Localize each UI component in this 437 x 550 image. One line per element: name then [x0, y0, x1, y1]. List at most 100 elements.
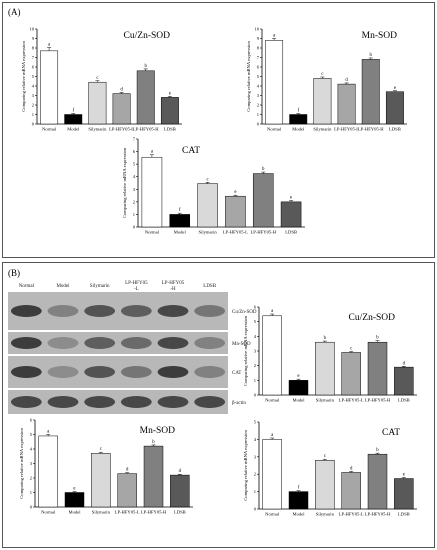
significance-letter: f — [179, 208, 181, 213]
blot-band — [157, 337, 189, 349]
significance-letter: e — [73, 487, 75, 492]
y-axis-label: Comparing relative mRNA expression — [21, 41, 26, 112]
category-label: Model — [292, 127, 305, 132]
significance-letter: c — [324, 454, 326, 459]
bar — [394, 478, 414, 510]
category-label: LP-HFY05-L — [223, 230, 248, 235]
chart-title: Mn-SOD — [362, 31, 398, 41]
bar — [262, 315, 282, 396]
category-label: Silymarin — [316, 512, 335, 517]
blot-band — [194, 366, 226, 378]
y-tick-label: 5 — [254, 319, 257, 324]
bar — [361, 59, 380, 125]
y-tick-label: 7 — [133, 137, 136, 142]
significance-letter: e — [403, 473, 405, 478]
y-tick-label: 7 — [32, 55, 35, 60]
lane-label: LP-HFY05 — [125, 281, 148, 286]
y-axis-label: Comparing relative mRNA expression — [19, 428, 24, 499]
category-label: Normal — [267, 127, 282, 132]
bar — [136, 70, 155, 125]
y-tick-label: 5 — [254, 420, 257, 425]
y-tick-label: 3 — [32, 93, 35, 98]
y-tick-label: 3 — [254, 454, 257, 459]
category-label: Normal — [265, 512, 280, 517]
category-label: LP-HFY05-H — [141, 510, 167, 515]
y-tick-label: 3 — [254, 349, 257, 354]
blot-band — [157, 305, 189, 317]
blot-band — [194, 337, 226, 349]
chart-a-mn-sod: 0 1 2 3 4 5 6 7 8 9 10 Comparing relative mRNA expr… — [246, 27, 407, 132]
significance-letter: c — [96, 76, 98, 81]
blot-band — [120, 396, 152, 408]
significance-letter: d — [120, 87, 123, 92]
blot-band — [84, 396, 116, 408]
category-label: LP-HFY05-H — [250, 230, 276, 235]
y-tick-label: 0 — [30, 505, 33, 510]
y-tick-label: 9 — [32, 36, 35, 41]
panel-b-label: (B) — [8, 268, 20, 278]
y-tick-label: 9 — [257, 36, 260, 41]
blot-band — [47, 366, 79, 378]
bar — [91, 453, 111, 508]
significance-letter: d — [350, 466, 353, 471]
y-tick-label: 4 — [30, 447, 33, 452]
significance-letter: e — [394, 86, 396, 91]
significance-letter: b — [152, 440, 155, 445]
category-label: Model — [67, 127, 80, 132]
bar — [64, 492, 85, 508]
bar — [265, 40, 284, 125]
y-tick-label: 5 — [32, 74, 35, 79]
category-label: LP-HFY05-L — [109, 127, 134, 132]
y-tick-label: 1 — [254, 489, 256, 494]
y-tick-label: 1 — [30, 490, 32, 495]
category-label: LP-HFY05-L — [339, 398, 364, 403]
category-label: Model — [69, 510, 82, 515]
bar — [141, 156, 163, 228]
y-tick-label: 2 — [32, 103, 34, 108]
y-tick-label: 1 — [257, 112, 259, 117]
category-label: Normal — [265, 398, 280, 403]
lane-label: -H — [170, 287, 176, 292]
y-tick-label: 5 — [133, 162, 136, 167]
significance-letter: e — [234, 190, 236, 195]
bar — [288, 380, 309, 396]
y-tick-label: 3 — [133, 187, 136, 192]
y-tick-label: 4 — [254, 437, 257, 442]
blot-band — [120, 366, 152, 378]
category-label: Silymarin — [313, 127, 332, 132]
chart-a-cat: 0 1 2 3 4 5 6 7 Comparing relative mRNA expressi… — [122, 137, 305, 235]
significance-letter: d — [403, 361, 406, 366]
y-tick-label: 4 — [257, 84, 260, 89]
category-label: LDSB — [389, 127, 401, 132]
category-label: LP-HFY05-L — [339, 512, 364, 517]
bar — [341, 472, 361, 510]
bar — [225, 195, 246, 228]
significance-letter: e — [290, 196, 292, 201]
significance-letter: e — [169, 91, 171, 96]
y-tick-label: 4 — [133, 174, 136, 179]
panel-a-label: (A) — [8, 7, 21, 17]
y-tick-label: 0 — [254, 393, 257, 398]
bar — [341, 352, 361, 396]
y-axis-label: Comparing relative mRNA expression — [243, 315, 248, 386]
lane-label: Silymarin — [90, 284, 110, 289]
y-tick-label: 4 — [32, 84, 35, 89]
y-tick-label: 10 — [30, 27, 35, 32]
y-tick-label: 6 — [32, 65, 35, 70]
blot-band — [10, 396, 42, 408]
category-label: LDSB — [398, 512, 410, 517]
category-label: Normal — [42, 127, 57, 132]
blot-band — [157, 396, 189, 408]
y-tick-label: 8 — [257, 46, 260, 51]
y-tick-label: 1 — [254, 378, 256, 383]
bar — [38, 435, 58, 508]
significance-letter: e — [297, 374, 299, 379]
y-axis-label: Comparing relative mRNA expression — [246, 41, 251, 112]
significance-letter: d — [179, 469, 182, 474]
bar — [288, 491, 309, 510]
significance-letter: a — [48, 43, 51, 48]
y-tick-label: 4 — [254, 334, 257, 339]
bar — [394, 366, 414, 396]
chart-a-cuzn-sod: 0 1 2 3 4 5 6 7 8 9 10 Comparing relative mRNA expr… — [21, 27, 182, 132]
